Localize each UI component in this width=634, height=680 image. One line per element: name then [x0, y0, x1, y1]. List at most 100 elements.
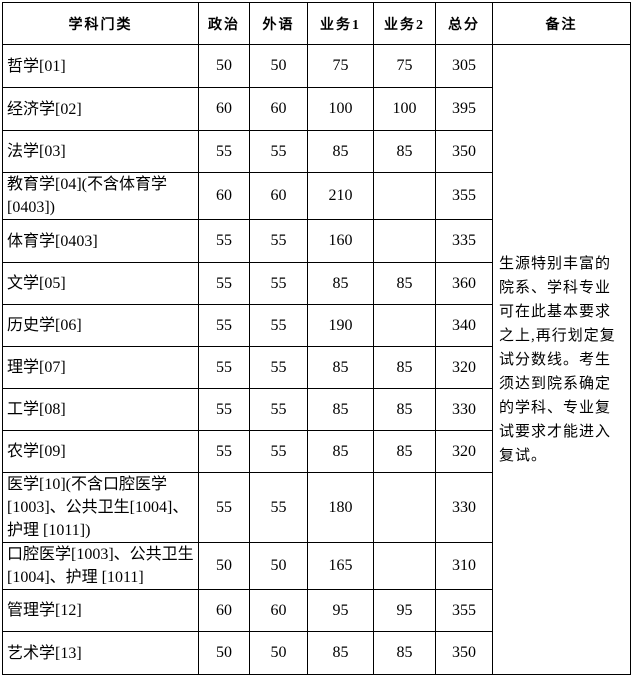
score-politics: 55: [198, 262, 250, 305]
score-subject1: 160: [307, 219, 374, 263]
table-row: 法学[03] 55 55 85 85 350: [2, 130, 631, 173]
score-politics: 55: [198, 304, 250, 347]
score-politics: 60: [198, 87, 250, 131]
table-row: 历史学[06] 55 55 190 340: [2, 304, 631, 347]
score-subject1: 85: [307, 430, 374, 473]
score-language: 55: [249, 430, 308, 473]
header-row: 学科门类 政治 外语 业务1 业务2 总分 备注: [2, 2, 631, 45]
column-header: 政治: [198, 2, 250, 45]
score-total: 330: [435, 472, 493, 543]
score-subject1: 165: [307, 542, 374, 590]
score-subject1: 210: [307, 172, 374, 220]
remark-cell: 生源特别丰富的院系、学科专业可在此基本要求之上,再行划定复试分数线。考生须达到院…: [492, 44, 631, 675]
score-total: 355: [435, 589, 493, 632]
score-politics: 55: [198, 219, 250, 263]
score-total: 350: [435, 631, 493, 675]
table-row: 教育学[04](不含体育学[0403]) 60 60 210 355: [2, 172, 631, 220]
score-language: 60: [249, 172, 308, 220]
score-subject1: 85: [307, 262, 374, 305]
score-politics: 50: [198, 44, 250, 88]
subject-category: 历史学[06]: [2, 304, 199, 347]
score-language: 60: [249, 87, 308, 131]
score-total: 330: [435, 388, 493, 431]
score-language: 60: [249, 589, 308, 632]
score-language: 55: [249, 130, 308, 173]
score-subject1: 75: [307, 44, 374, 88]
score-subject1: 85: [307, 346, 374, 389]
score-total: 320: [435, 346, 493, 389]
column-header: 总分: [435, 2, 493, 45]
score-subject2: 85: [373, 346, 436, 389]
score-total: 395: [435, 87, 493, 131]
subject-category: 农学[09]: [2, 430, 199, 473]
score-language: 50: [249, 631, 308, 675]
table-row: 口腔医学[1003]、公共卫生 [1004]、护理 [1011] 50 50 165 3…: [2, 542, 631, 590]
table-row: 哲学[01] 50 50 75 75 305 生源特别丰富的院系、学科专业可在此基本要求之上…: [2, 44, 631, 675]
score-language: 55: [249, 388, 308, 431]
score-subject1: 100: [307, 87, 374, 131]
subject-category: 口腔医学[1003]、公共卫生 [1004]、护理 [1011]: [2, 542, 199, 590]
score-subject1: 85: [307, 130, 374, 173]
score-total: 335: [435, 219, 493, 263]
subject-category: 艺术学[13]: [2, 631, 199, 675]
score-subject1: 85: [307, 388, 374, 431]
score-subject2: 85: [373, 430, 436, 473]
score-total: 350: [435, 130, 493, 173]
score-subject2: 85: [373, 631, 436, 675]
subject-category: 体育学[0403]: [2, 219, 199, 263]
score-subject2: 100: [373, 87, 436, 131]
score-language: 50: [249, 542, 308, 590]
score-subject2: [373, 472, 436, 543]
score-politics: 60: [198, 172, 250, 220]
score-total: 355: [435, 172, 493, 220]
subject-category: 法学[03]: [2, 130, 199, 173]
subject-category: 教育学[04](不含体育学[0403]): [2, 172, 199, 220]
score-politics: 50: [198, 542, 250, 590]
score-subject1: 95: [307, 589, 374, 632]
table-row: 经济学[02] 60 60 100 100 395: [2, 87, 631, 131]
score-politics: 55: [198, 472, 250, 543]
score-subject2: [373, 542, 436, 590]
score-total: 360: [435, 262, 493, 305]
subject-category: 理学[07]: [2, 346, 199, 389]
column-header: 业务1: [307, 2, 374, 45]
score-language: 55: [249, 262, 308, 305]
score-total: 340: [435, 304, 493, 347]
table-row: 体育学[0403] 55 55 160 335: [2, 219, 631, 263]
score-subject2: 75: [373, 44, 436, 88]
column-header: 业务2: [373, 2, 436, 45]
table-row: 艺术学[13] 50 50 85 85 350: [2, 631, 631, 675]
score-politics: 55: [198, 346, 250, 389]
score-subject1: 180: [307, 472, 374, 543]
score-politics: 55: [198, 130, 250, 173]
score-language: 55: [249, 472, 308, 543]
subject-category: 经济学[02]: [2, 87, 199, 131]
table-row: 文学[05] 55 55 85 85 360: [2, 262, 631, 305]
score-subject2: [373, 219, 436, 263]
table-row: 工学[08] 55 55 85 85 330: [2, 388, 631, 431]
score-subject2: [373, 172, 436, 220]
score-language: 50: [249, 44, 308, 88]
score-total: 305: [435, 44, 493, 88]
score-subject2: 85: [373, 130, 436, 173]
score-language: 55: [249, 346, 308, 389]
subject-category: 文学[05]: [2, 262, 199, 305]
subject-category: 工学[08]: [2, 388, 199, 431]
score-subject2: 95: [373, 589, 436, 632]
score-subject1: 85: [307, 631, 374, 675]
score-subject2: 85: [373, 262, 436, 305]
table-row: 农学[09] 55 55 85 85 320: [2, 430, 631, 473]
score-subject1: 190: [307, 304, 374, 347]
score-total: 320: [435, 430, 493, 473]
score-politics: 55: [198, 388, 250, 431]
score-politics: 50: [198, 631, 250, 675]
score-language: 55: [249, 304, 308, 347]
subject-category: 管理学[12]: [2, 589, 199, 632]
table-row: 医学[10](不含口腔医学[1003]、公共卫生[1004]、护理 [1011]…: [2, 472, 631, 543]
column-header: 学科门类: [2, 2, 199, 45]
score-total: 310: [435, 542, 493, 590]
score-language: 55: [249, 219, 308, 263]
score-politics: 55: [198, 430, 250, 473]
score-subject2: 85: [373, 388, 436, 431]
